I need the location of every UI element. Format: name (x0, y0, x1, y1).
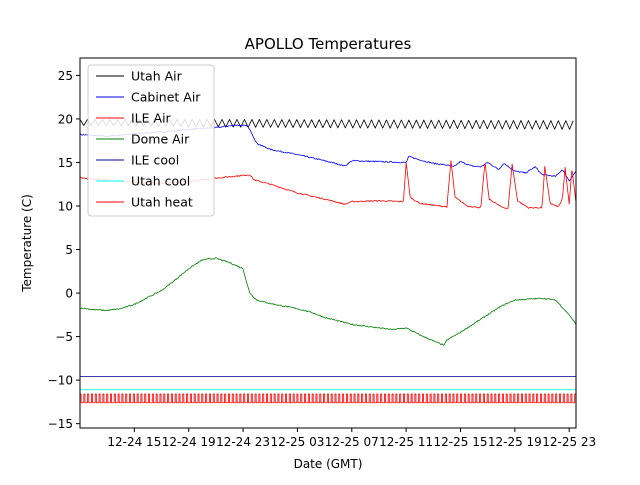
y-tick-label-0: 25 (58, 69, 73, 83)
legend: Utah Air Cabinet Air ILE Air Dome Air ILE co… (87, 64, 215, 217)
x-tick-label-2: 12-24 23 (216, 435, 270, 449)
legend-box (87, 64, 215, 217)
chart-title: APOLLO Temperatures (245, 35, 412, 53)
legend-label-utah-cool: Utah cool (131, 174, 190, 189)
x-axis-label: Date (GMT) (294, 457, 363, 471)
x-tick-label-1: 12-24 19 (162, 435, 216, 449)
x-tick-label-3: 12-25 03 (270, 435, 324, 449)
x-tick-label-5: 12-25 11 (379, 435, 433, 449)
legend-label-ile-air: ILE Air (131, 111, 172, 126)
y-axis-label: Temperature (C) (20, 194, 34, 293)
legend-label-utah-heat: Utah heat (131, 195, 193, 210)
legend-label-dome-air: Dome Air (131, 132, 190, 147)
y-tick-label-6: −5 (55, 330, 73, 344)
plot-frame (79, 57, 577, 429)
legend-label-utah-air: Utah Air (131, 69, 183, 84)
y-tick-label-5: 0 (65, 287, 73, 301)
x-tick-label-8: 12-25 23 (542, 435, 596, 449)
series-line-utah-heat (80, 393, 576, 404)
legend-label-cabinet-air: Cabinet Air (131, 90, 201, 105)
y-tick-label-1: 20 (58, 112, 73, 126)
x-tick-label-6: 12-25 15 (434, 435, 488, 449)
x-tick-label-7: 12-25 19 (488, 435, 542, 449)
ticks-layer: 12-24 15 12-24 19 12-24 23 12-25 03 12-25 07… (48, 69, 597, 449)
y-tick-label-8: −15 (48, 417, 73, 431)
legend-label-ile-cool: ILE cool (131, 153, 179, 168)
series-line-dome-air (80, 257, 576, 346)
y-tick-label-7: −10 (48, 374, 73, 388)
y-tick-label-4: 5 (65, 243, 73, 257)
x-tick-label-0: 12-24 15 (107, 435, 161, 449)
x-tick-label-4: 12-25 07 (325, 435, 379, 449)
y-tick-label-2: 15 (58, 156, 73, 170)
y-tick-label-3: 10 (58, 200, 73, 214)
